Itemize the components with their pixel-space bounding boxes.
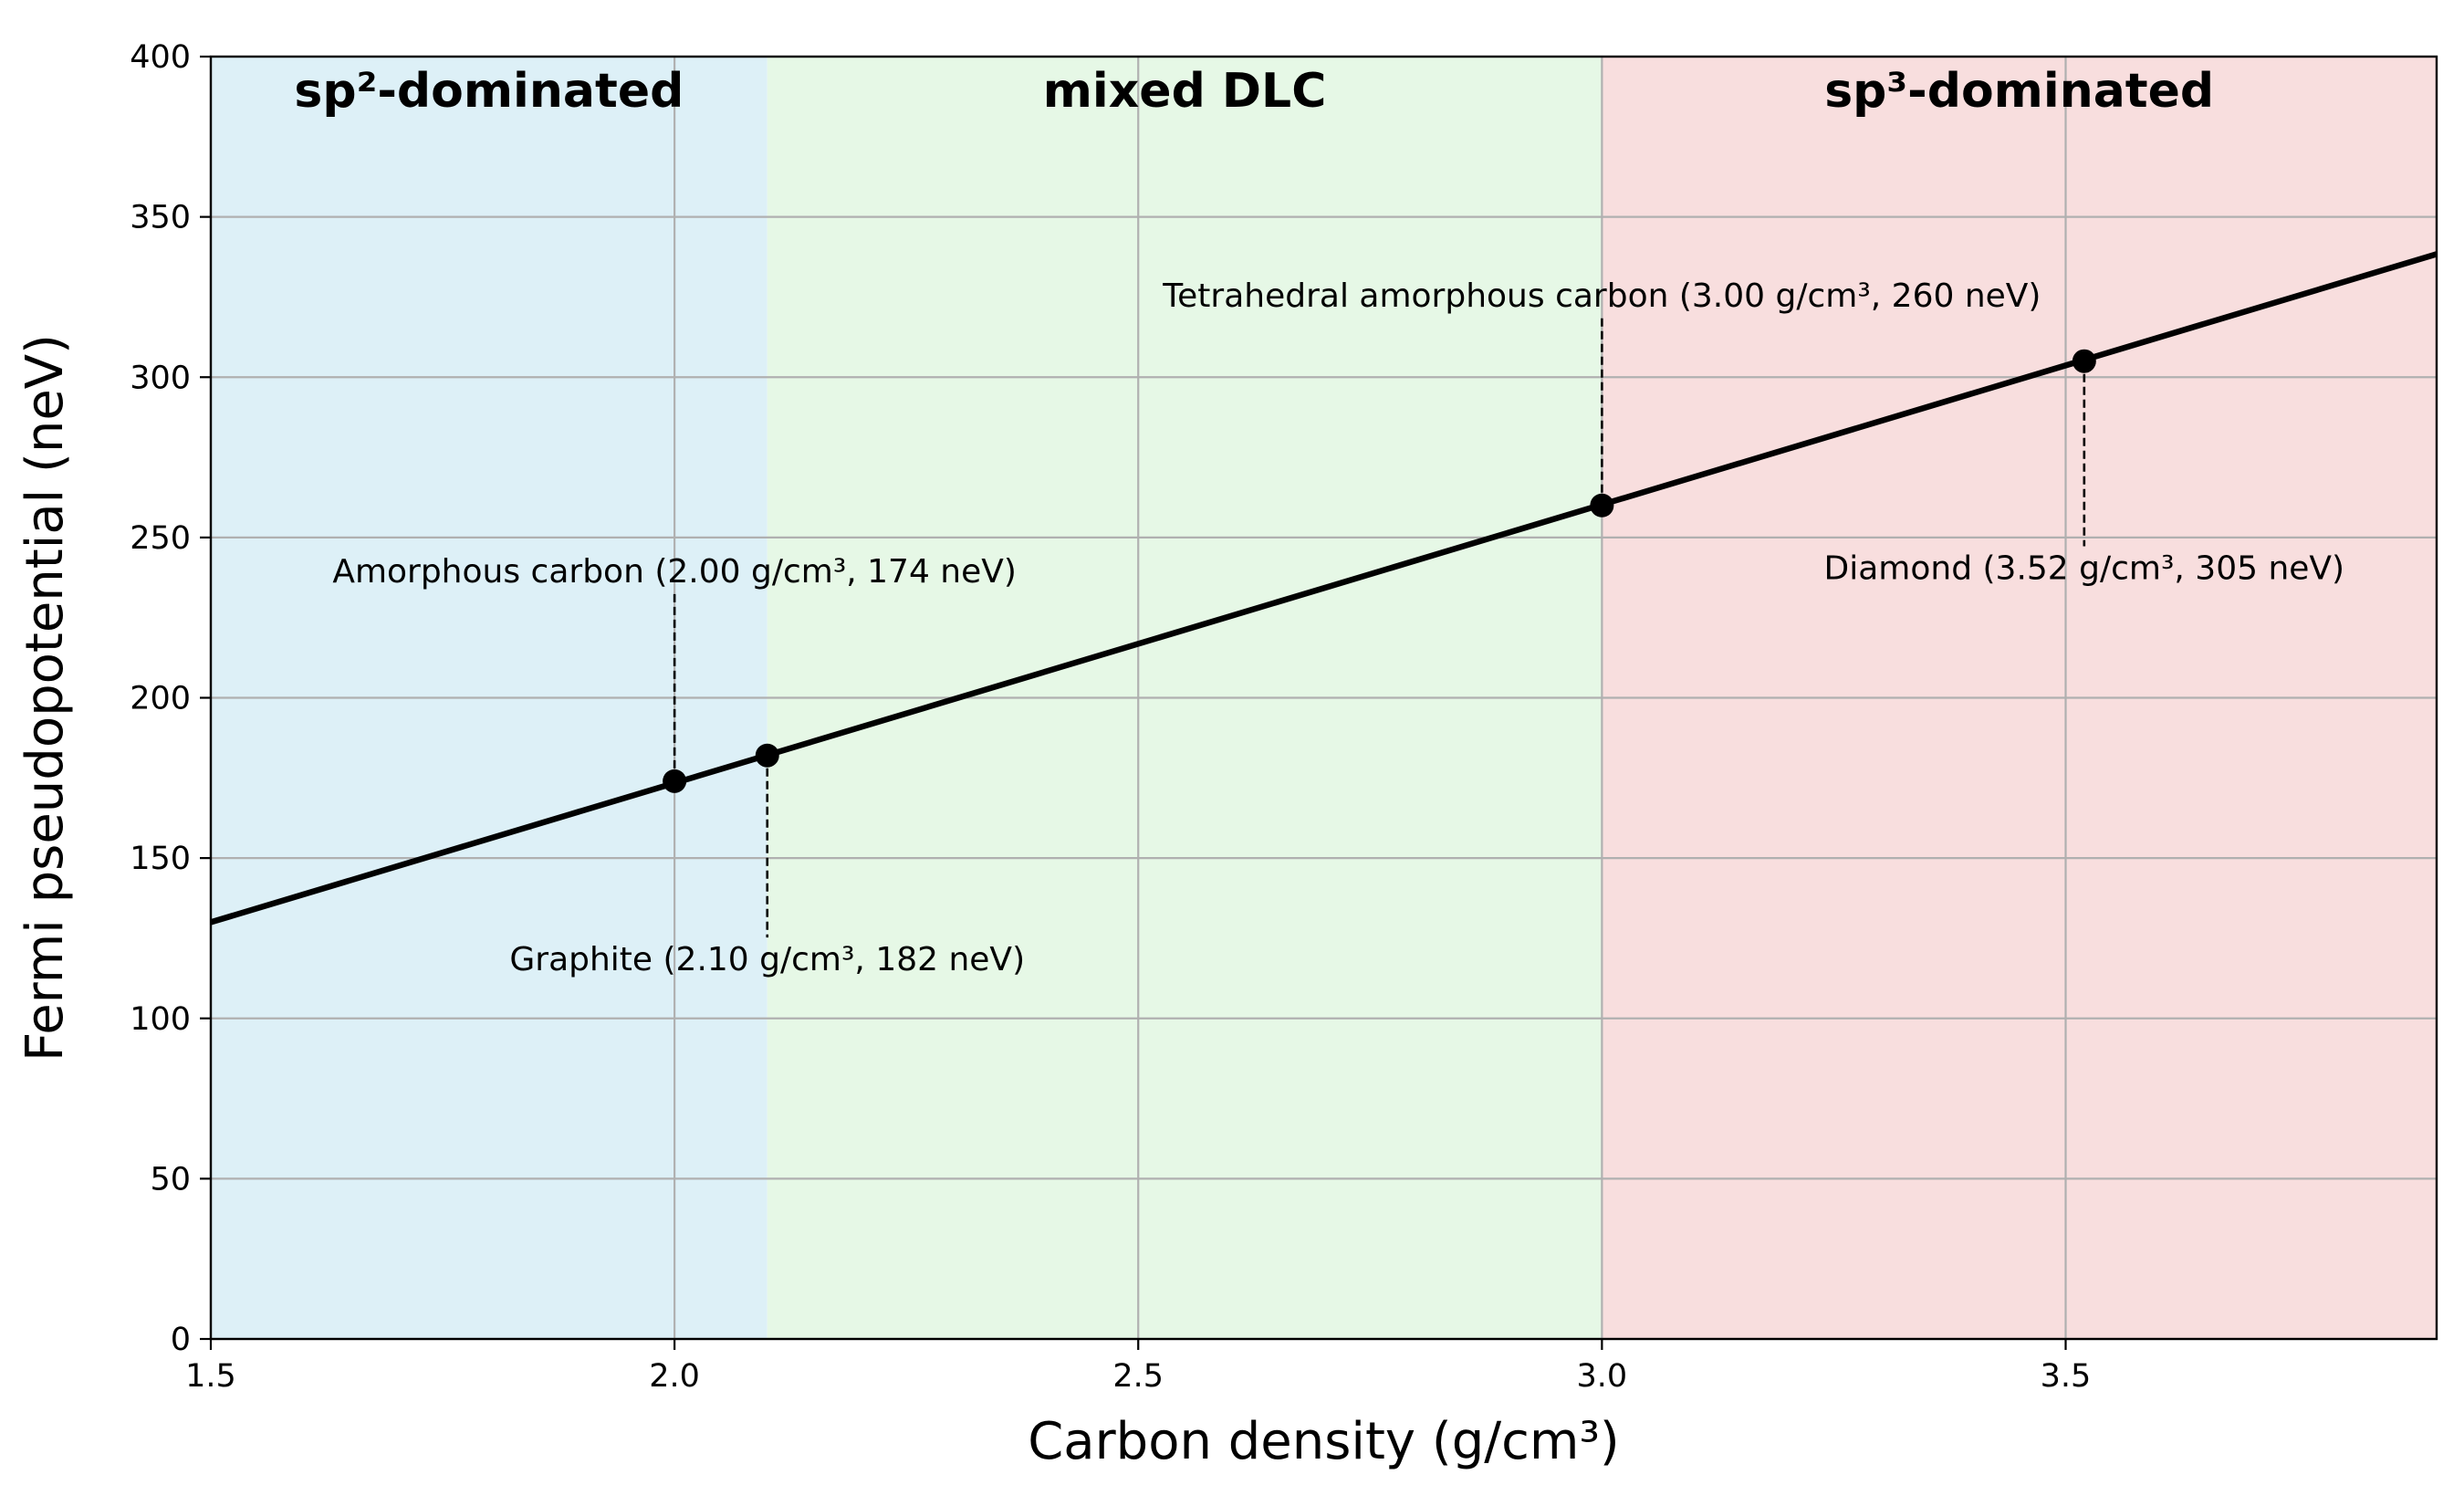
x-tick-label: 2.0 [649, 1358, 700, 1395]
points-layer [663, 349, 2096, 793]
region-mixed-dlc-label: mixed DLC [1043, 64, 1327, 119]
y-tick-label: 350 [130, 200, 191, 236]
x-tick-label: 3.0 [1577, 1358, 1628, 1395]
ticks-layer: 1.5 2.0 2.5 3.0 3.5 0 50 100 150 200 250 300 350 400 [130, 39, 2091, 1395]
amorphous-carbon-point [663, 769, 687, 793]
diamond-point [2072, 349, 2096, 373]
graphite-point [755, 743, 779, 768]
y-tick-label: 100 [130, 1001, 191, 1038]
region-sp-dominated-label: sp³-dominated [1824, 64, 2214, 119]
x-tick-label: 2.5 [1112, 1358, 1164, 1395]
annotation-labels-layer: Amorphous carbon (2.00 g/cm³, 174 neV) Gr… [332, 277, 2344, 978]
series-line-fermi-pseudopotential [210, 251, 2438, 926]
amorphous-carbon-annotation: Amorphous carbon (2.00 g/cm³, 174 neV) [332, 553, 1017, 591]
region-sp-dominated-label: sp²-dominated [294, 64, 684, 119]
x-tick-label: 1.5 [185, 1358, 236, 1395]
y-tick-label: 400 [130, 39, 191, 76]
diamond-annotation: Diamond (3.52 g/cm³, 305 neV) [1824, 550, 2345, 588]
y-tick-label: 150 [130, 841, 191, 877]
y-tick-label: 250 [130, 520, 191, 557]
y-tick-label: 50 [150, 1161, 191, 1197]
graphite-annotation: Graphite (2.10 g/cm³, 182 neV) [509, 941, 1025, 978]
annotation-lines-layer [673, 317, 2086, 938]
x-axis-label: Carbon density (g/cm³) [1028, 1412, 1620, 1471]
tetrahedral-amorphous-carbon-annotation: Tetrahedral amorphous carbon (3.00 g/cm³… [1162, 277, 2041, 315]
series-layer [210, 251, 2438, 926]
y-axis-label: Fermi pseudopotential (neV) [16, 334, 75, 1062]
y-tick-label: 200 [130, 681, 191, 717]
y-tick-label: 300 [130, 360, 191, 396]
y-tick-label: 0 [171, 1322, 191, 1358]
region-labels-layer: sp²-dominated mixed DLC sp³-dominated [294, 64, 2214, 119]
x-tick-label: 3.5 [2041, 1358, 2092, 1395]
tetrahedral-amorphous-carbon-point [1590, 493, 1614, 518]
